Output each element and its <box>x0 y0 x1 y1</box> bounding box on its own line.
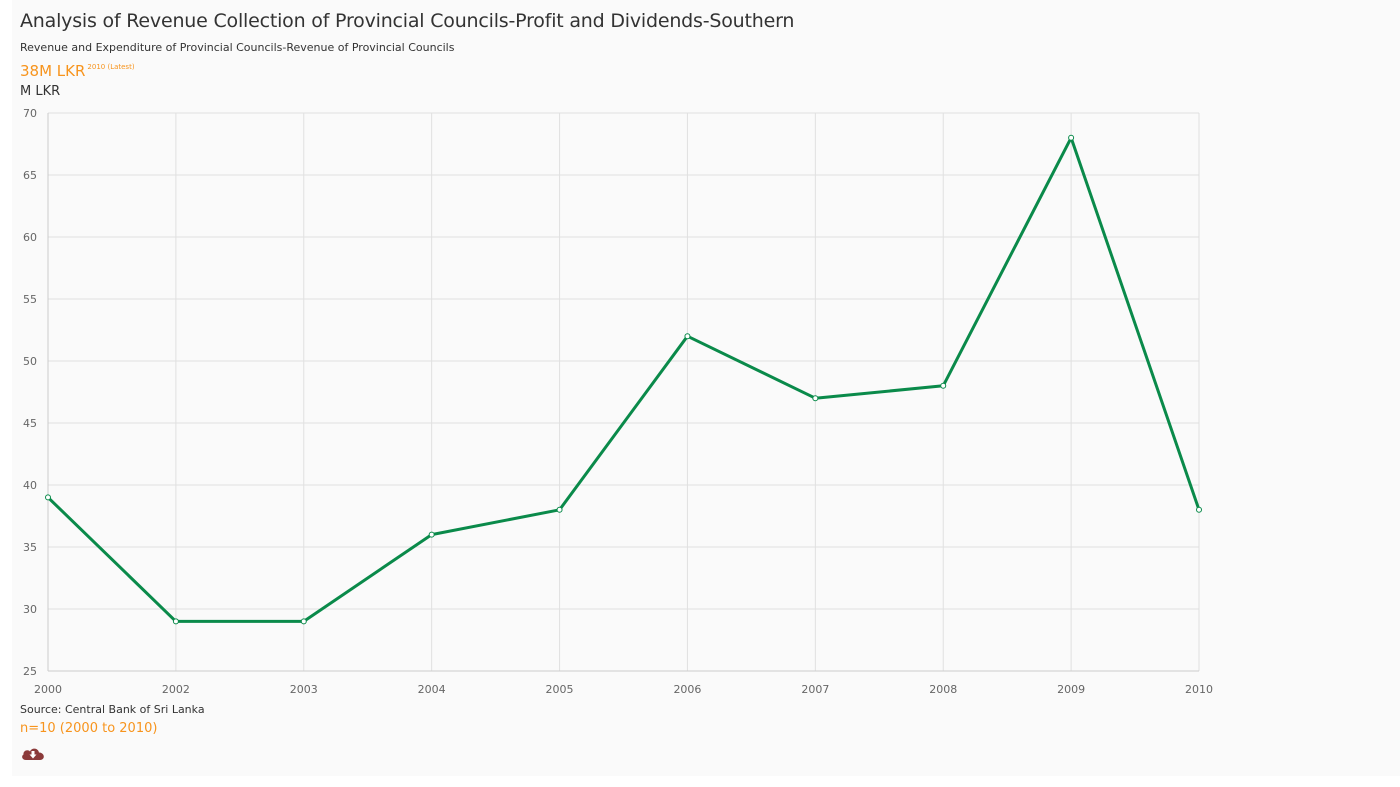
latest-value-text: 38M LKR <box>20 62 86 80</box>
data-point <box>1068 134 1075 141</box>
y-tick-label: 65 <box>23 169 37 182</box>
data-point <box>1196 506 1202 513</box>
x-tick-label: 2000 <box>34 683 62 696</box>
data-point <box>940 382 947 389</box>
y-tick-label: 60 <box>23 231 37 244</box>
x-tick-label: 2004 <box>418 683 446 696</box>
y-tick-label: 25 <box>23 665 37 678</box>
x-tick-label: 2006 <box>673 683 701 696</box>
x-tick-label: 2002 <box>162 683 190 696</box>
x-tick-label: 2007 <box>801 683 829 696</box>
cloud-download-icon[interactable] <box>20 743 46 763</box>
data-range: n=10 (2000 to 2010) <box>20 721 158 736</box>
data-point <box>812 395 819 402</box>
data-point <box>172 618 179 625</box>
chart-panel <box>12 0 1400 776</box>
y-tick-label: 35 <box>23 541 37 554</box>
latest-value: 38M LKR 2010 (Latest) <box>20 61 135 80</box>
source-note: Source: Central Bank of Sri Lanka <box>20 703 205 716</box>
data-point <box>300 618 307 625</box>
y-tick-label: 30 <box>23 603 37 616</box>
y-tick-label: 55 <box>23 293 37 306</box>
series-line <box>46 136 1201 623</box>
data-point <box>428 531 435 538</box>
y-tick-label: 70 <box>23 107 37 120</box>
y-tick-label: 50 <box>23 355 37 368</box>
unit-label: M LKR <box>20 84 61 99</box>
y-tick-label: 45 <box>23 417 37 430</box>
cloud-download-icon-graphic <box>22 748 44 760</box>
data-point <box>556 506 563 513</box>
chart-title: Analysis of Revenue Collection of Provin… <box>20 10 795 32</box>
x-tick-label: 2009 <box>1057 683 1085 696</box>
x-tick-label: 2008 <box>929 683 957 696</box>
latest-value-note: 2010 (Latest) <box>87 63 135 71</box>
x-tick-label: 2003 <box>290 683 318 696</box>
y-tick-label: 40 <box>23 479 37 492</box>
x-tick-label: 2005 <box>546 683 574 696</box>
chart-subtitle: Revenue and Expenditure of Provincial Co… <box>20 41 455 54</box>
data-point <box>45 494 51 501</box>
x-tick-label: 2010 <box>1185 683 1213 696</box>
data-point <box>684 333 691 340</box>
